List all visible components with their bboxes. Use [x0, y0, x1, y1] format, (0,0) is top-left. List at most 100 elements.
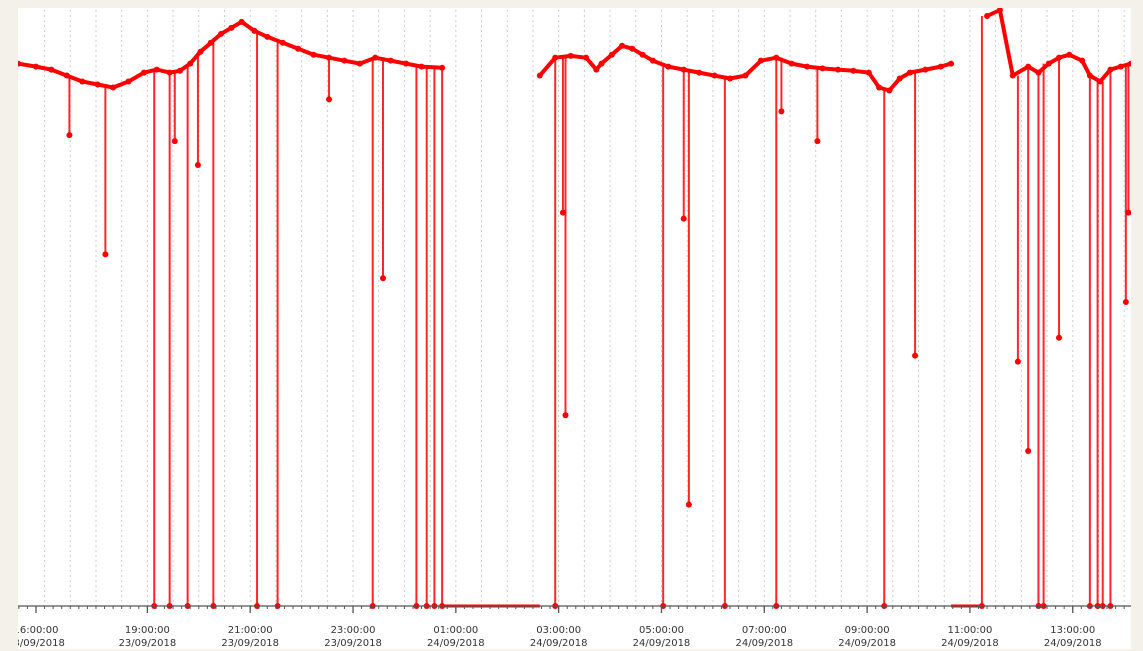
data-point — [197, 48, 204, 55]
data-point — [140, 69, 147, 76]
x-tick-label-date: 24/09/2018 — [941, 638, 999, 649]
data-point — [649, 57, 656, 64]
x-tick-label-time: 11:00:00 — [947, 625, 992, 636]
data-point — [819, 65, 826, 72]
series-path — [18, 8, 1131, 93]
data-point — [996, 8, 1003, 13]
data-point — [279, 39, 286, 46]
drop-point — [778, 108, 785, 115]
data-point — [94, 81, 101, 88]
data-point — [79, 78, 86, 85]
data-point — [166, 69, 173, 76]
data-point — [264, 33, 271, 40]
x-tick-label-date: 24/09/2018 — [530, 638, 588, 649]
data-point — [403, 60, 410, 67]
data-point — [598, 60, 605, 67]
x-tick-label-date: 23/09/2018 — [324, 638, 382, 649]
x-tick-label-time: 19:00:00 — [125, 625, 170, 636]
x-tick-label-time: 01:00:00 — [433, 625, 478, 636]
drop-point — [326, 96, 333, 103]
data-point — [773, 54, 780, 61]
drop-point — [1014, 358, 1021, 365]
x-tick-label-date: 24/09/2018 — [735, 638, 793, 649]
data-point — [295, 45, 302, 52]
data-point — [1086, 72, 1093, 79]
data-point — [1079, 57, 1086, 64]
data-point — [372, 54, 379, 61]
data-point — [536, 72, 543, 79]
data-point — [341, 57, 348, 64]
data-point — [850, 67, 857, 74]
data-point — [619, 42, 626, 49]
series-points — [18, 8, 1131, 609]
data-point — [1128, 60, 1131, 67]
data-point — [1025, 63, 1032, 70]
data-point — [439, 64, 446, 71]
data-point — [238, 18, 245, 25]
series-line — [18, 8, 1131, 93]
data-point — [665, 63, 672, 70]
x-axis: 16:00:00 23/09/2018 19:00:00 23/09/2018 21:0… — [18, 605, 1131, 649]
data-point — [593, 66, 600, 73]
data-point — [1066, 51, 1073, 58]
drop-point — [680, 215, 687, 222]
data-point — [696, 69, 703, 76]
data-point — [984, 12, 991, 19]
data-point — [251, 27, 258, 34]
x-tick-label-time: 21:00:00 — [228, 625, 273, 636]
x-tick-label-time: 23:00:00 — [331, 625, 376, 636]
data-point — [125, 78, 132, 85]
data-point — [1107, 66, 1114, 73]
drop-point — [814, 138, 821, 145]
data-point — [110, 84, 117, 91]
data-point — [552, 54, 559, 61]
data-point — [608, 51, 615, 58]
data-point — [567, 52, 574, 59]
data-point — [176, 67, 183, 74]
drop-point — [1025, 448, 1032, 455]
data-point — [757, 57, 764, 64]
x-tick-label-date: 24/09/2018 — [1044, 638, 1102, 649]
drop-point — [66, 132, 73, 139]
data-point — [1009, 72, 1016, 79]
drop-point — [912, 352, 919, 359]
drop-point — [685, 501, 692, 508]
drop-point — [559, 209, 566, 216]
data-point — [834, 66, 841, 73]
data-point — [310, 51, 317, 58]
data-point — [418, 63, 425, 70]
x-tick-label-date: 23/09/2018 — [221, 638, 279, 649]
data-point — [218, 30, 225, 37]
drop-point — [1125, 209, 1131, 216]
x-tick-label-date: 23/09/2018 — [18, 638, 65, 649]
data-point — [886, 87, 893, 94]
x-tick-label-time: 16:00:00 — [18, 625, 58, 636]
data-point — [1117, 63, 1124, 70]
data-point — [1097, 78, 1104, 85]
drop-point — [171, 138, 178, 145]
x-tick-label-time: 13:00:00 — [1050, 625, 1095, 636]
data-point — [583, 54, 590, 61]
data-point — [387, 57, 394, 64]
data-point — [896, 75, 903, 82]
data-point — [207, 39, 214, 46]
data-point — [18, 60, 21, 67]
data-point — [629, 45, 636, 52]
data-point — [937, 63, 944, 70]
x-tick-label-time: 07:00:00 — [742, 625, 787, 636]
data-point — [922, 66, 929, 73]
drop-point — [194, 161, 201, 168]
data-point — [711, 72, 718, 79]
data-point — [804, 63, 811, 70]
drop-point — [1122, 299, 1129, 306]
grid-lines — [44, 10, 1125, 606]
x-tick-label-date: 24/09/2018 — [838, 638, 896, 649]
drop-point — [102, 251, 109, 258]
data-point — [906, 69, 913, 76]
data-point — [1045, 60, 1052, 67]
data-point — [228, 24, 235, 31]
data-point — [63, 72, 70, 79]
x-tick-label-time: 05:00:00 — [639, 625, 684, 636]
data-point — [32, 63, 39, 70]
data-point — [187, 60, 194, 67]
